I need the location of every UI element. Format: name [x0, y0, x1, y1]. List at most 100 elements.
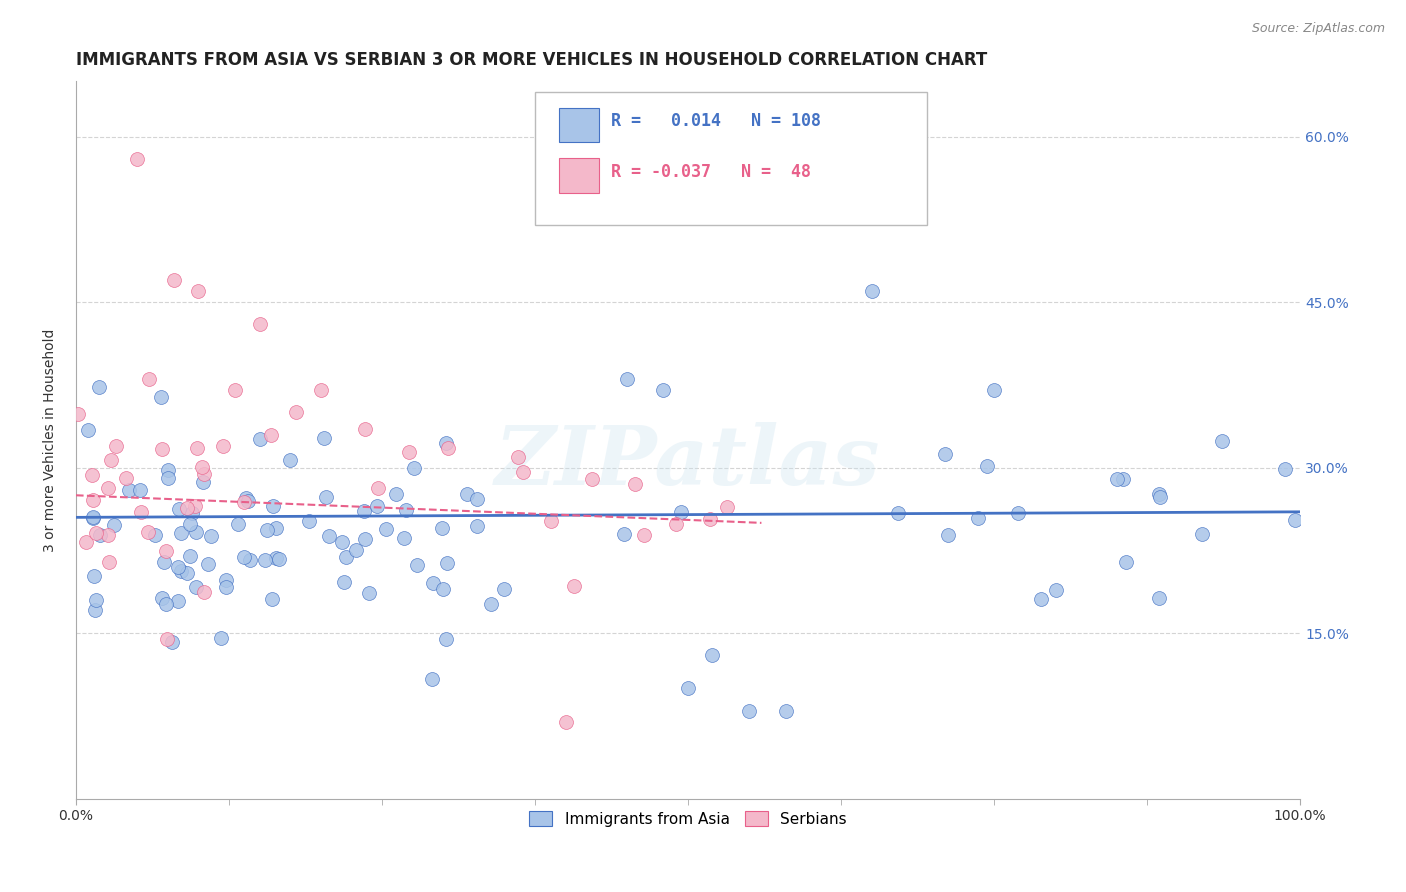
Point	[554, 714, 576, 729]
Point	[934, 447, 956, 461]
Text: R =   0.014   N = 108: R = 0.014 N = 108	[610, 112, 821, 130]
Point	[652, 384, 675, 398]
Point	[456, 487, 478, 501]
Point	[354, 421, 377, 435]
Legend: Immigrants from Asia, Serbians: Immigrants from Asia, Serbians	[522, 803, 855, 834]
Point	[193, 467, 215, 482]
Point	[394, 531, 416, 545]
Point	[465, 519, 488, 533]
Point	[298, 514, 321, 528]
Point	[434, 436, 457, 450]
Point	[562, 579, 585, 593]
Point	[775, 704, 797, 718]
Point	[82, 468, 104, 483]
Point	[260, 427, 283, 442]
Point	[104, 438, 127, 452]
Point	[430, 521, 453, 535]
Point	[581, 472, 603, 486]
Point	[402, 460, 425, 475]
Point	[1115, 556, 1137, 570]
FancyBboxPatch shape	[560, 108, 599, 143]
Point	[232, 549, 254, 564]
Point	[315, 490, 337, 504]
Point	[624, 476, 647, 491]
Point	[176, 501, 198, 516]
Point	[613, 526, 636, 541]
Point	[84, 603, 107, 617]
Point	[77, 424, 100, 438]
Point	[1274, 461, 1296, 475]
Point	[155, 544, 177, 558]
Point	[1007, 506, 1029, 520]
Point	[1149, 490, 1171, 504]
Point	[1211, 434, 1233, 448]
Point	[699, 512, 721, 526]
Point	[367, 481, 389, 495]
Point	[129, 505, 152, 519]
Point	[976, 459, 998, 474]
Point	[89, 528, 111, 542]
Point	[156, 463, 179, 477]
Point	[887, 506, 910, 520]
Point	[209, 631, 232, 645]
Point	[1111, 472, 1133, 486]
Point	[129, 483, 152, 497]
Point	[197, 558, 219, 572]
Point	[353, 504, 375, 518]
Point	[193, 585, 215, 599]
Point	[366, 499, 388, 513]
Point	[967, 511, 990, 525]
Point	[167, 560, 190, 574]
Point	[253, 552, 276, 566]
Point	[184, 499, 207, 513]
Point	[193, 475, 215, 489]
Point	[354, 532, 377, 546]
Point	[676, 681, 699, 696]
Point	[226, 516, 249, 531]
Point	[239, 553, 262, 567]
Point	[309, 384, 332, 398]
Point	[1045, 583, 1067, 598]
FancyBboxPatch shape	[534, 92, 927, 225]
Point	[152, 591, 174, 606]
Point	[84, 526, 107, 541]
Point	[702, 648, 724, 663]
Point	[84, 593, 107, 607]
Point	[357, 586, 380, 600]
Point	[160, 635, 183, 649]
Point	[434, 632, 457, 647]
Point	[398, 444, 420, 458]
Point	[149, 390, 172, 404]
Point	[125, 152, 148, 166]
Point	[1147, 487, 1170, 501]
Point	[494, 582, 516, 596]
Point	[249, 317, 271, 331]
Point	[665, 516, 688, 531]
Point	[260, 591, 283, 606]
Point	[318, 529, 340, 543]
Point	[312, 431, 335, 445]
Point	[235, 491, 257, 506]
Point	[200, 529, 222, 543]
Point	[114, 471, 136, 485]
Point	[333, 575, 356, 590]
Point	[633, 528, 655, 542]
Point	[936, 527, 959, 541]
Point	[179, 549, 201, 563]
Point	[82, 493, 104, 508]
Point	[983, 384, 1005, 398]
Point	[97, 555, 120, 569]
Point	[422, 576, 444, 591]
Point	[330, 534, 353, 549]
Point	[262, 499, 284, 513]
Text: IMMIGRANTS FROM ASIA VS SERBIAN 3 OR MORE VEHICLES IN HOUSEHOLD CORRELATION CHAR: IMMIGRANTS FROM ASIA VS SERBIAN 3 OR MOR…	[76, 51, 987, 69]
Text: R = -0.037   N =  48: R = -0.037 N = 48	[610, 163, 811, 181]
Point	[1191, 527, 1213, 541]
Point	[540, 515, 562, 529]
Point	[187, 284, 209, 298]
Point	[256, 523, 278, 537]
Point	[395, 502, 418, 516]
Point	[97, 528, 120, 542]
Point	[344, 543, 367, 558]
Point	[506, 450, 529, 465]
